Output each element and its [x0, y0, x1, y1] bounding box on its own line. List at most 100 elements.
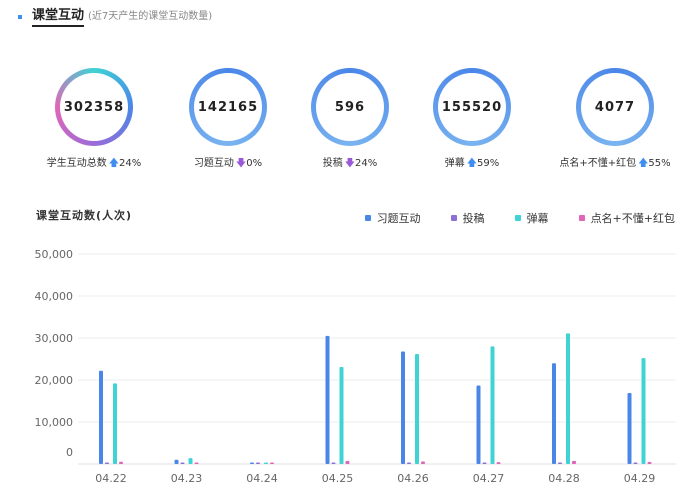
bar-danmu[interactable]	[188, 458, 193, 464]
legend-label: 投稿	[462, 212, 485, 225]
stat-percent: 59%	[477, 158, 500, 169]
x-tick-label: 04.26	[397, 472, 429, 485]
x-tick-label: 04.24	[246, 472, 278, 485]
bar-exercise[interactable]	[552, 363, 556, 464]
stat-label-row: 点名+不懂+红包 🡅55%	[550, 154, 680, 173]
section-subtitle: (近7天产生的课堂互动数量)	[88, 11, 213, 22]
bar-exercise[interactable]	[250, 462, 254, 465]
stat-ring: 302358	[55, 68, 133, 146]
bar-exercise[interactable]	[174, 459, 179, 464]
stat-value: 596	[334, 99, 366, 115]
legend-label: 弹幕	[526, 212, 549, 225]
legend-swatch-icon	[578, 215, 585, 221]
stat-label: 投稿	[322, 158, 343, 169]
stat-ring: 4077	[576, 68, 654, 146]
bar-submission[interactable]	[180, 462, 185, 465]
bar-exercise[interactable]	[99, 370, 103, 464]
stat-label: 弹幕	[444, 158, 465, 169]
x-tick-label: 04.28	[548, 472, 580, 485]
stat-value: 142165	[197, 99, 259, 115]
bar-submission[interactable]	[633, 462, 638, 465]
bar-submission[interactable]	[558, 462, 562, 465]
legend-label: 点名+不懂+红包	[590, 212, 675, 225]
bar-other[interactable]	[647, 461, 652, 464]
chart-title: 课堂互动数(人次)	[36, 209, 133, 222]
stat-exercise: 142165 习题互动 🡇0%	[163, 68, 293, 178]
legend-item-exercise[interactable]: 习题互动	[364, 210, 421, 226]
y-tick-label: 0	[66, 446, 73, 459]
arrow-down-icon: 🡇	[235, 158, 247, 169]
stat-value: 155520	[441, 99, 503, 115]
bar-exercise[interactable]	[401, 351, 405, 464]
arrow-down-icon: 🡇	[344, 158, 356, 169]
stat-label: 习题互动	[193, 158, 234, 169]
arrow-up-icon: 🡅	[638, 158, 649, 169]
legend-swatch-icon	[450, 215, 457, 221]
y-tick-label: 50,000	[35, 248, 74, 261]
stat-percent: 24%	[119, 158, 142, 169]
section-header: 课堂互动 (近7天产生的课堂互动数量)	[18, 6, 212, 28]
stat-ring: 155520	[433, 68, 511, 146]
bar-other[interactable]	[496, 462, 501, 464]
stat-value: 4077	[594, 99, 636, 115]
bar-danmu[interactable]	[415, 353, 419, 464]
stat-percent: 24%	[355, 158, 378, 169]
bar-submission[interactable]	[331, 462, 336, 465]
arrow-up-icon: 🡅	[108, 158, 120, 169]
bar-other[interactable]	[572, 460, 576, 464]
stat-label-row: 弹幕 🡅59%	[407, 154, 537, 173]
legend-swatch-icon	[364, 215, 371, 221]
y-tick-label: 10,000	[35, 416, 74, 429]
bar-other[interactable]	[270, 462, 274, 465]
x-tick-label: 04.25	[322, 472, 354, 485]
stat-label-row: 投稿 🡇24%	[285, 154, 415, 173]
stat-label: 学生互动总数	[46, 158, 107, 169]
stat-label: 点名+不懂+红包	[559, 158, 637, 169]
stat-value: 302358	[63, 99, 125, 115]
legend-item-other[interactable]: 点名+不懂+红包	[578, 210, 675, 226]
stat-submission: 596 投稿 🡇24%	[285, 68, 415, 178]
stat-danmu: 155520 弹幕 🡅59%	[407, 68, 537, 178]
x-tick-label: 04.29	[624, 472, 656, 485]
bar-danmu[interactable]	[641, 358, 646, 464]
bar-other[interactable]	[119, 461, 123, 464]
stat-total: 302358 学生互动总数 🡅24%	[29, 68, 159, 178]
y-tick-label: 30,000	[35, 332, 74, 345]
legend-item-submission[interactable]: 投稿	[450, 210, 485, 226]
bar-submission[interactable]	[105, 462, 109, 465]
bar-exercise[interactable]	[476, 385, 481, 464]
bar-submission[interactable]	[407, 462, 411, 465]
header-marker-icon	[18, 15, 22, 19]
stat-label-row: 习题互动 🡇0%	[163, 154, 293, 173]
bar-exercise[interactable]	[325, 335, 330, 464]
section-title: 课堂互动	[32, 8, 85, 27]
bar-submission[interactable]	[256, 462, 260, 465]
stat-label-row: 学生互动总数 🡅24%	[29, 154, 159, 173]
legend-item-danmu[interactable]: 弹幕	[514, 210, 549, 226]
x-tick-label: 04.22	[95, 472, 127, 485]
arrow-up-icon: 🡅	[466, 158, 478, 169]
legend-label: 习题互动	[376, 212, 421, 225]
bar-other[interactable]	[194, 462, 199, 465]
y-tick-label: 20,000	[35, 374, 74, 387]
bar-other[interactable]	[345, 461, 350, 464]
x-tick-label: 04.23	[171, 472, 203, 485]
stat-ring: 596	[311, 68, 389, 146]
bar-danmu[interactable]	[264, 462, 268, 465]
stat-other: 4077 点名+不懂+红包 🡅55%	[550, 68, 680, 178]
y-tick-label: 40,000	[35, 290, 74, 303]
bar-exercise[interactable]	[627, 393, 632, 464]
legend-swatch-icon	[514, 215, 521, 221]
bar-other[interactable]	[421, 461, 425, 464]
x-tick-label: 04.27	[473, 472, 505, 485]
stat-ring: 142165	[189, 68, 267, 146]
bar-danmu[interactable]	[490, 346, 495, 464]
bar-danmu[interactable]	[113, 383, 117, 464]
bar-danmu[interactable]	[566, 333, 570, 464]
bar-danmu[interactable]	[339, 366, 344, 464]
stat-percent: 0%	[246, 158, 263, 169]
chart-legend: 习题互动 投稿 弹幕 点名+不懂+红包	[335, 210, 675, 226]
stat-percent: 55%	[648, 158, 671, 169]
bar-submission[interactable]	[482, 462, 487, 465]
